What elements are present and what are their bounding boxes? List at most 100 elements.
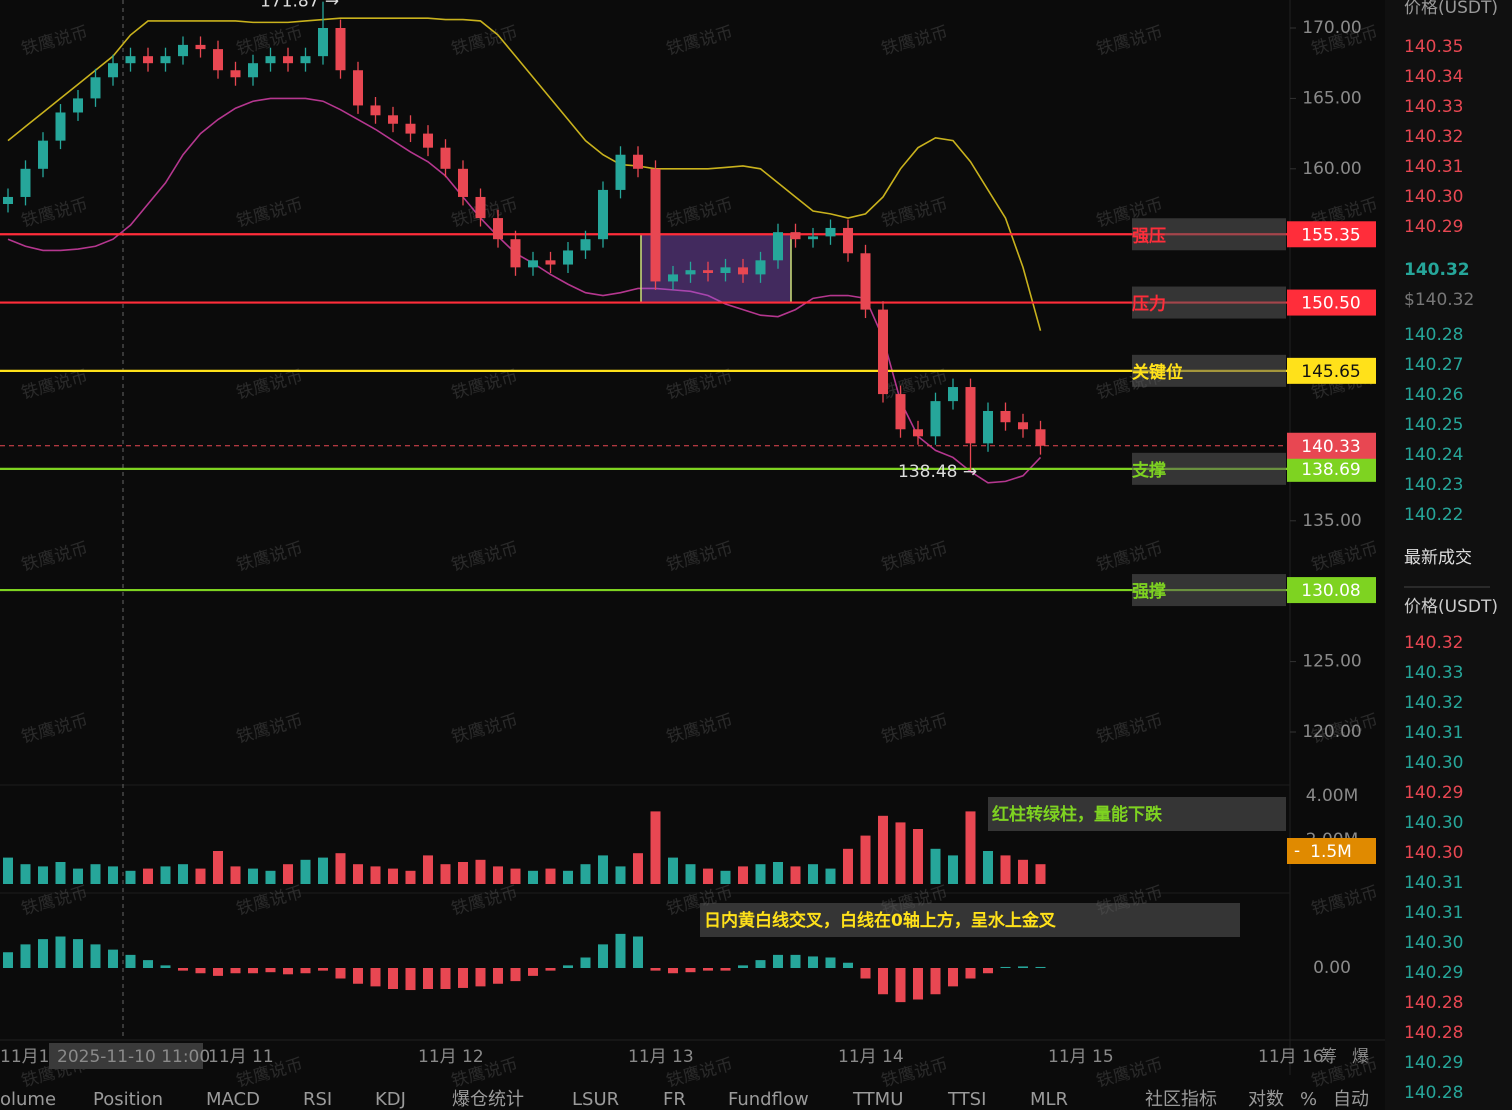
volume-bar — [353, 864, 363, 884]
indicator-tab[interactable]: TTSI — [947, 1089, 986, 1110]
candle-body — [650, 168, 661, 282]
volume-bar — [983, 851, 993, 884]
level-label: 压力 — [1132, 294, 1166, 315]
volume-bar — [930, 848, 941, 884]
volume-bar — [1000, 855, 1011, 884]
y-tick-label: 160.00 — [1302, 159, 1361, 179]
macd-bar — [510, 968, 521, 982]
level-label-bg — [1132, 574, 1286, 607]
macd-bar — [125, 954, 136, 968]
macd-tick-label: 0.00 — [1313, 958, 1351, 978]
macd-bar — [353, 968, 363, 984]
y-tick-label: 125.00 — [1302, 652, 1361, 672]
trade-price: 140.32 — [1404, 633, 1463, 653]
indicator-tab[interactable]: 对数 — [1248, 1089, 1284, 1110]
candle-body — [318, 28, 328, 57]
volume-bar — [1018, 859, 1028, 884]
price-mark: 171.87 → — [260, 0, 339, 12]
candle-body — [125, 56, 136, 64]
ask-price: 140.30 — [1404, 187, 1463, 207]
macd-bar — [475, 968, 486, 987]
macd-bar — [773, 954, 783, 968]
candle-body — [755, 260, 766, 275]
candle-body — [825, 227, 836, 237]
ask-price: 140.33 — [1404, 97, 1463, 117]
macd-bar — [930, 968, 941, 995]
volume-bar — [510, 868, 521, 884]
trade-price: 140.31 — [1404, 873, 1463, 893]
volume-bar — [860, 835, 871, 884]
indicator-tab[interactable]: 社区指标 — [1145, 1089, 1217, 1110]
candle-body — [38, 140, 48, 169]
trades-title: 最新成交 — [1404, 548, 1472, 568]
indicator-tab[interactable]: KDJ — [375, 1089, 406, 1110]
candle-body — [353, 70, 363, 106]
candle-body — [230, 70, 241, 78]
volume-bar — [755, 864, 766, 884]
volume-bar — [90, 864, 101, 884]
candle-body — [265, 56, 276, 64]
crosshair-time-bg — [49, 1043, 203, 1069]
trade-price: 140.28 — [1404, 1023, 1463, 1043]
candle-body — [300, 56, 311, 64]
indicator-tab[interactable]: FR — [663, 1089, 686, 1110]
volume-bar — [615, 866, 626, 884]
candle-body — [878, 309, 888, 395]
indicator-tab[interactable]: Position — [93, 1089, 163, 1110]
indicator-tab[interactable]: olume — [0, 1089, 56, 1110]
indicator-tab[interactable]: MLR — [1030, 1089, 1068, 1110]
indicator-tab[interactable]: 爆仓统计 — [452, 1089, 524, 1110]
volume-tick-label: 4.00M — [1306, 786, 1359, 806]
candle-body — [283, 56, 293, 64]
indicator-tab[interactable]: MACD — [206, 1089, 260, 1110]
candle-body — [1000, 410, 1011, 423]
macd-bar — [108, 949, 118, 968]
volume-bar — [73, 868, 83, 884]
volume-bar — [790, 866, 801, 884]
volume-bar — [3, 857, 13, 884]
volume-bar — [878, 815, 888, 884]
macd-bar — [38, 939, 48, 968]
macd-bar — [458, 968, 468, 988]
macd-bar — [913, 968, 923, 1000]
volume-bar — [563, 870, 573, 884]
indicator-tab[interactable]: LSUR — [572, 1089, 619, 1110]
macd-bar — [983, 968, 993, 974]
volume-bar — [440, 864, 451, 884]
candle-body — [458, 168, 468, 197]
orderbook-panel — [1385, 0, 1512, 1110]
indicator-tab[interactable]: % — [1300, 1089, 1317, 1110]
candle-body — [195, 44, 206, 50]
candle-body — [895, 394, 906, 430]
candle-body — [3, 196, 13, 204]
volume-bar — [475, 859, 486, 884]
y-tick-label: 170.00 — [1302, 18, 1361, 38]
candle-body — [160, 56, 171, 64]
indicator-tab[interactable]: TTMU — [852, 1089, 903, 1110]
level-label: 强撑 — [1132, 581, 1166, 602]
macd-bar — [808, 956, 818, 968]
macd-bar — [528, 968, 538, 976]
candle-body — [108, 63, 118, 78]
x-tick-label: 11月1 — [0, 1047, 49, 1067]
volume-bar — [825, 868, 836, 884]
macd-bar — [948, 968, 958, 987]
trade-price: 140.28 — [1404, 1083, 1463, 1103]
volume-bar — [458, 862, 468, 884]
last-price: 140.32 — [1404, 260, 1470, 280]
volume-bar — [668, 857, 678, 884]
trade-price: 140.30 — [1404, 843, 1463, 863]
candle-body — [703, 270, 713, 273]
bid-price: 140.28 — [1404, 325, 1463, 345]
volume-bar — [738, 866, 748, 884]
volume-bar — [685, 864, 696, 884]
candle-body — [843, 227, 853, 254]
macd-bar — [598, 944, 608, 968]
indicator-tab[interactable]: RSI — [303, 1089, 332, 1110]
candle-body — [178, 44, 188, 57]
indicator-tab[interactable]: Fundflow — [728, 1089, 809, 1110]
volume-bar — [335, 853, 346, 884]
volume-bar — [370, 866, 381, 884]
indicator-tab[interactable]: 自动 — [1333, 1089, 1369, 1110]
candle-body — [930, 401, 941, 437]
